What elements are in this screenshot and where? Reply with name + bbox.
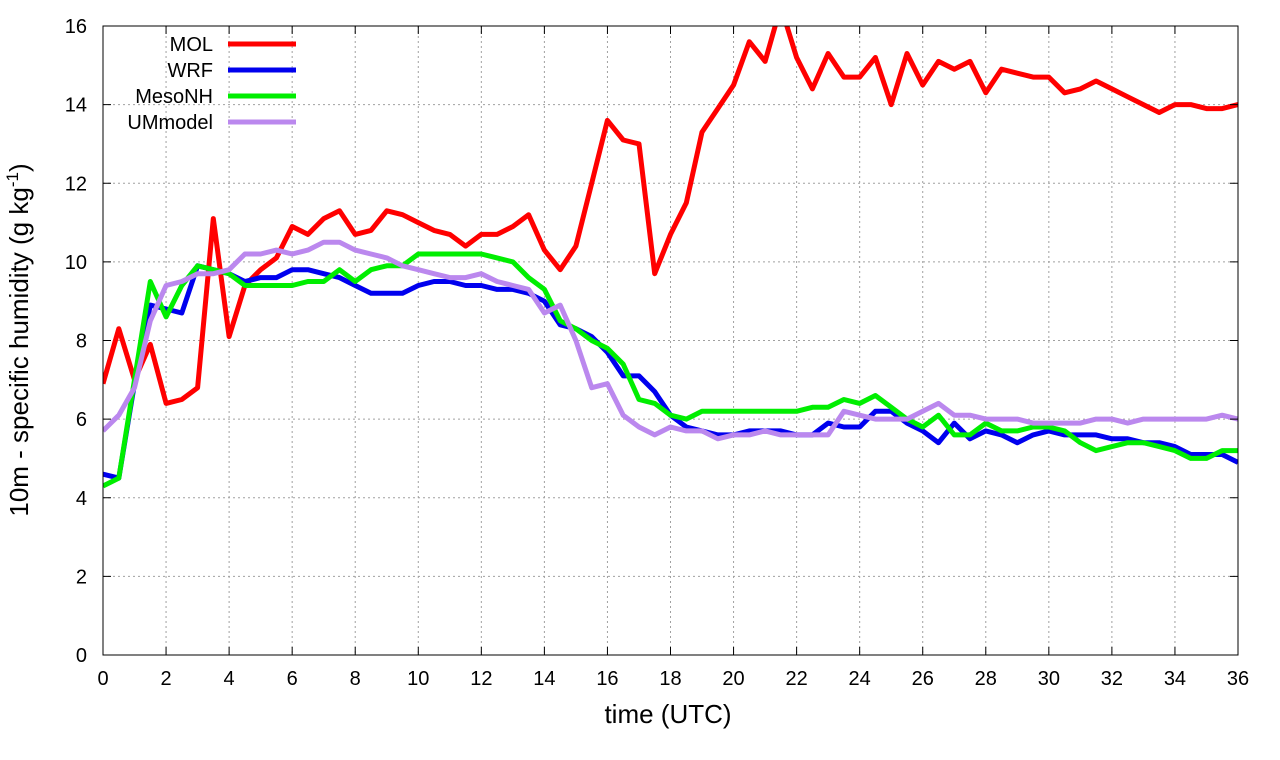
- grid: [103, 26, 1238, 655]
- x-tick-label: 30: [1038, 668, 1060, 690]
- y-tick-labels: 0 2 4 6 8 10 12 14 16: [65, 16, 87, 667]
- x-tick-label: 34: [1164, 668, 1186, 690]
- x-tick-label: 8: [350, 668, 361, 690]
- x-tick-label: 2: [160, 668, 171, 690]
- x-tick-label: 14: [533, 668, 555, 690]
- x-tick-label: 16: [596, 668, 618, 690]
- x-tick-label: 6: [287, 668, 298, 690]
- y-tick-label: 6: [76, 409, 87, 431]
- x-axis-label: time (UTC): [604, 699, 731, 729]
- series-layer: [103, 26, 1238, 489]
- y-tick-label: 4: [76, 488, 87, 510]
- y-axis-label-close: ): [4, 163, 34, 172]
- legend: MOL WRF MesoNH UMmodel: [127, 34, 296, 134]
- x-tick-label: 4: [224, 668, 235, 690]
- x-tick-label: 0: [97, 668, 108, 690]
- series-line-mol: [103, 26, 1238, 406]
- series-line-mesonh: [103, 251, 1238, 489]
- x-tick-label: 22: [785, 668, 807, 690]
- legend-label-mesonh: MesoNH: [135, 86, 213, 108]
- tick-marks: [102, 25, 1239, 656]
- x-tick-label: 36: [1227, 668, 1249, 690]
- x-tick-label: 26: [912, 668, 934, 690]
- y-tick-label: 2: [76, 566, 87, 588]
- x-tick-label: 20: [722, 668, 744, 690]
- x-tick-label: 12: [470, 668, 492, 690]
- x-tick-label: 10: [407, 668, 429, 690]
- legend-label-mol: MOL: [170, 34, 213, 56]
- y-tick-label: 8: [76, 331, 87, 353]
- y-tick-label: 16: [65, 16, 87, 38]
- y-tick-label: 10: [65, 252, 87, 274]
- y-axis-label: 10m - specific humidity (g kg-1): [3, 163, 34, 516]
- series-line-ummodel: [103, 239, 1238, 442]
- y-axis-label-sup: -1: [3, 172, 22, 187]
- x-tick-labels: 0 2 4 6 8 10 12 14 16 18 20 22 24 26 28 30 32 34 36: [97, 668, 1249, 690]
- x-tick-label: 28: [975, 668, 997, 690]
- x-tick-label: 24: [849, 668, 871, 690]
- x-tick-label: 18: [659, 668, 681, 690]
- y-tick-label: 14: [65, 95, 87, 117]
- y-axis-label-main: 10m - specific humidity (g kg: [4, 187, 34, 516]
- y-tick-label: 0: [76, 645, 87, 667]
- legend-label-wrf: WRF: [167, 60, 213, 82]
- y-tick-label: 12: [65, 173, 87, 195]
- legend-label-ummodel: UMmodel: [127, 112, 213, 134]
- x-tick-label: 32: [1101, 668, 1123, 690]
